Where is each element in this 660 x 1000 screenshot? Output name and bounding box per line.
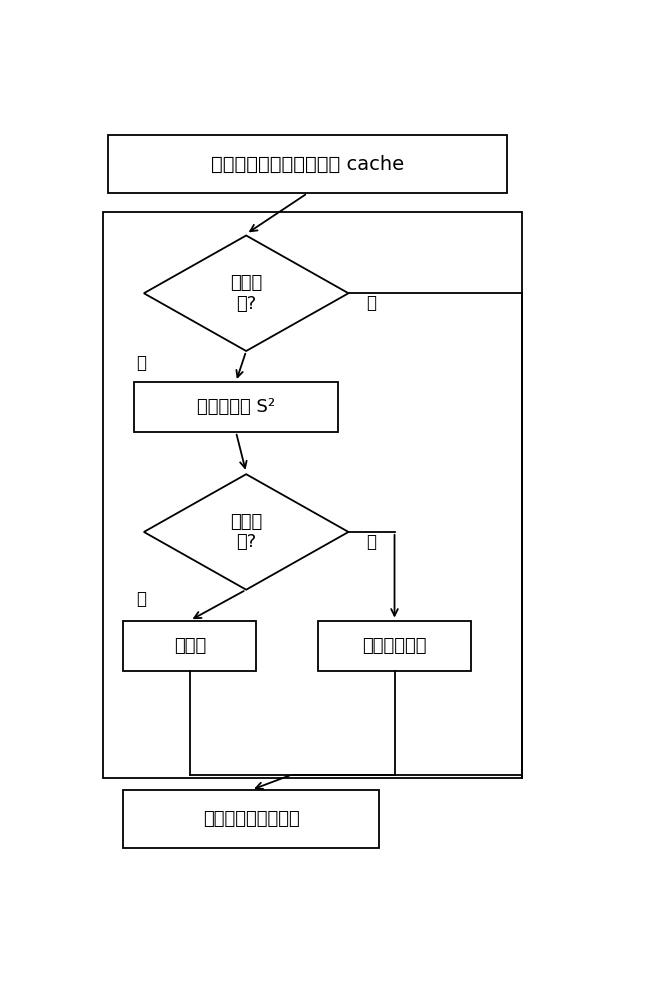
Text: 回复上一划分: 回复上一划分 xyxy=(362,637,427,655)
Bar xyxy=(123,620,256,671)
Text: 运行结
束?: 运行结 束? xyxy=(230,274,262,313)
Bar xyxy=(108,135,507,193)
Bar xyxy=(123,790,379,848)
Polygon shape xyxy=(144,235,348,351)
Text: 是: 是 xyxy=(366,294,376,312)
Text: 运行结束，输出结果: 运行结束，输出结果 xyxy=(203,810,300,828)
Text: 重划分: 重划分 xyxy=(174,637,206,655)
Bar xyxy=(133,382,338,432)
Text: 否: 否 xyxy=(136,590,147,608)
Text: 否: 否 xyxy=(136,354,147,372)
Bar xyxy=(103,212,523,778)
Polygon shape xyxy=(144,474,348,590)
Text: 初始划分，所有线程均分 cache: 初始划分，所有线程均分 cache xyxy=(211,155,404,174)
Text: 是: 是 xyxy=(366,533,376,551)
Text: 回溯，计算 S²: 回溯，计算 S² xyxy=(197,398,275,416)
Text: 撤销划
分?: 撤销划 分? xyxy=(230,513,262,551)
Bar xyxy=(318,620,471,671)
